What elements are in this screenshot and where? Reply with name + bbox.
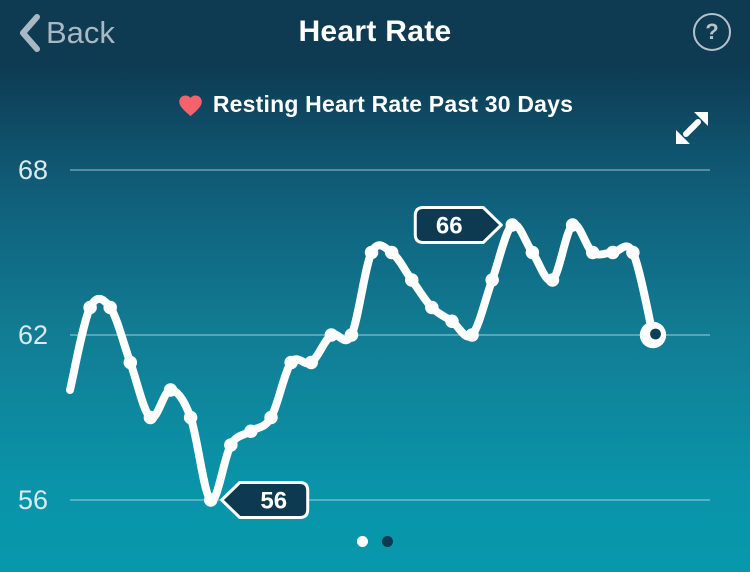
data-point-dot [123,355,138,370]
data-point-dot [565,218,580,232]
last-point-hole [650,328,661,340]
y-axis-label: 68 [18,155,48,185]
data-point-dot [304,355,318,370]
data-point-dot [425,300,439,315]
heart-rate-line [66,220,657,505]
data-point-dot [545,273,560,287]
data-point-dot [324,328,339,342]
data-point-dot [606,245,620,260]
data-point-dot [163,383,178,397]
data-point-dot [465,328,479,342]
chart-header: Resting Heart Rate Past 30 Days [0,88,750,120]
data-point-dot [244,424,258,438]
page-dot-inactive[interactable] [382,535,393,547]
value-callout-label: 66 [436,213,463,240]
data-point-dot [284,355,298,370]
data-point-dot [83,300,97,315]
data-point-dot [505,218,520,232]
help-button[interactable]: ? [693,13,731,51]
question-mark-icon: ? [705,19,719,44]
data-point-dot [384,245,399,260]
value-callout-66 [413,206,503,244]
back-button[interactable]: Back [12,10,121,56]
expand-button[interactable] [670,106,714,150]
nav-bar: Back Heart Rate ? [0,0,750,66]
y-axis-labels: 68 62 56 [18,155,48,515]
expand-icon [676,112,708,144]
data-point-dot [585,245,600,260]
annotations: 56 66 [220,206,503,519]
heart-icon-shape [179,95,202,116]
chart-title: Resting Heart Rate Past 30 Days [212,90,574,117]
data-point-dot [626,245,640,260]
data-point-dot [445,314,459,328]
data-point-dot [264,410,278,425]
data-point-dot [485,273,499,287]
data-point-dot [344,328,359,342]
chevron-left-icon [20,14,40,52]
data-point-dot [364,245,379,260]
data-point-dot [183,410,198,425]
heart-icon [179,95,202,116]
back-button-label: Back [46,15,115,50]
value-callout-label: 56 [260,488,287,515]
page-indicator [0,535,750,547]
value-callout-56 [220,481,310,519]
data-point-dot [224,438,238,452]
gridlines [70,169,710,501]
data-point-dot [143,410,158,425]
data-point-dot [203,493,218,507]
data-point-dot [103,300,117,315]
data-point-dots [83,218,640,507]
page-dot-active[interactable] [357,535,368,547]
data-point-dot [525,245,540,260]
data-point-dot [405,273,419,287]
y-axis-label: 62 [18,320,48,350]
last-point-marker [639,321,667,349]
page-title: Heart Rate [298,15,452,48]
y-axis-label: 56 [18,485,48,515]
